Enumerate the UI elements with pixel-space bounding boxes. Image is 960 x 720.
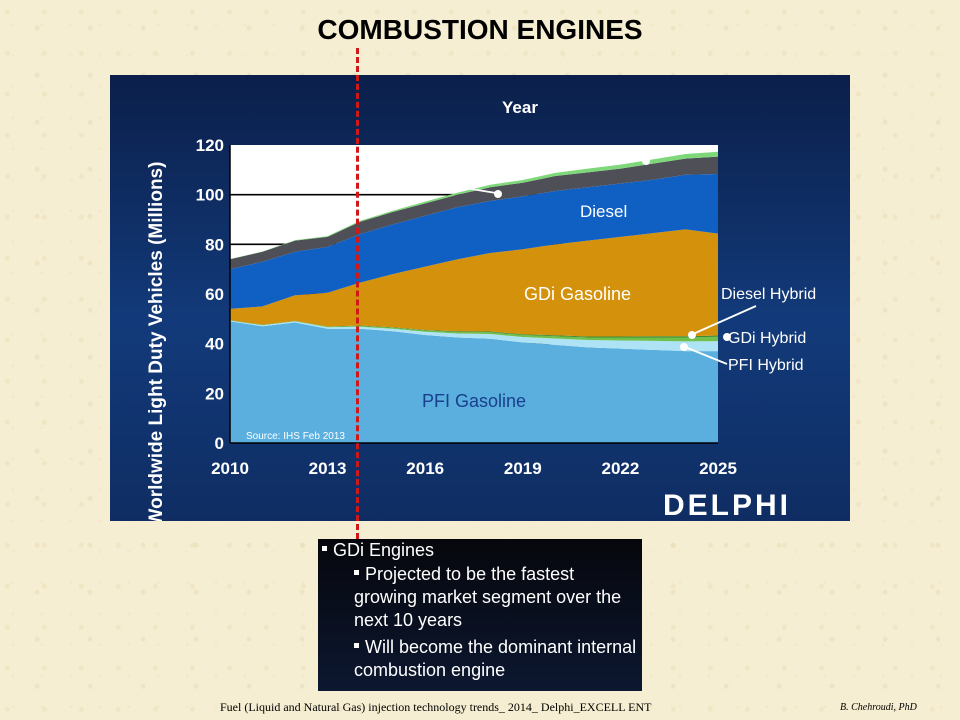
- y-tick-label-0: 0: [215, 434, 224, 453]
- x-tick-label-2025: 2025: [699, 459, 737, 478]
- area-series-gdi-hybrid: [230, 320, 718, 342]
- bullet-box: GDi Engines Projected to be the fastest …: [318, 539, 642, 691]
- callout-diesel-hybrid: Diesel Hybrid: [721, 286, 816, 303]
- chart-panel: Year 0 20 40 60 80 100 120 2010 2013 2016 2019 2022 2…: [110, 75, 850, 521]
- callout-alternative-fuels: Alternative Fuels: [280, 174, 399, 191]
- bullet-main: GDi Engines: [322, 540, 434, 561]
- year-header-label: Year: [502, 98, 538, 117]
- bullet-sub-1-text: Projected to be the fastest growing mark…: [354, 564, 622, 630]
- author-credit: B. Chehroudi, PhD: [840, 702, 917, 713]
- y-tick-label-100: 100: [196, 186, 224, 205]
- bullet-square-icon: [354, 642, 359, 648]
- x-tick-label-2016: 2016: [406, 459, 444, 478]
- red-dashed-marker-line: [356, 48, 359, 548]
- callout-alternative-fuels-dot: [494, 190, 502, 198]
- area-series-alternative-fuels: [230, 156, 718, 270]
- area-series-pfi-gasoline: [230, 321, 718, 443]
- callout-pfi-hybrid: PFI Hybrid: [728, 357, 804, 374]
- y-tick-label-40: 40: [205, 335, 224, 354]
- y-tick-label-120: 120: [196, 136, 224, 155]
- label-diesel: Diesel: [580, 202, 627, 221]
- slide-title: COMBUSTION ENGINES: [317, 14, 643, 45]
- callout-diesel-hybrid-dot: [688, 331, 696, 339]
- x-tick-label-2022: 2022: [601, 459, 639, 478]
- y-axis-label: Worldwide Light Duty Vehicles (Millions): [146, 162, 167, 521]
- bullet-sub-1: Projected to be the fastest growing mark…: [354, 563, 638, 632]
- callout-pfi-hybrid-pointer: [684, 346, 728, 365]
- callout-diesel-hybrid-pointer: [692, 305, 757, 335]
- x-tick-label-2019: 2019: [504, 459, 542, 478]
- x-tick-label-2010: 2010: [211, 459, 249, 478]
- y-tick-label-60: 60: [205, 285, 224, 304]
- area-series-gdi-gasoline: [230, 229, 718, 337]
- delphi-logo: DELPHI: [663, 489, 791, 521]
- callout-gdi-hybrid: GDi Hybrid: [728, 330, 806, 347]
- y-tick-label-20: 20: [205, 384, 224, 403]
- area-series-diesel: [230, 174, 718, 309]
- callout-alternative-fuels-pointer: [421, 180, 497, 194]
- x-tick-label-2013: 2013: [309, 459, 347, 478]
- label-pfi-gasoline: PFI Gasoline: [422, 391, 526, 411]
- footer-caption: Fuel (Liquid and Natural Gas) injection …: [220, 700, 652, 714]
- callout-gdi-hybrid-dot: [723, 333, 731, 341]
- bullet-main-text: GDi Engines: [333, 540, 435, 560]
- callout-fuel-cell-dot: [642, 157, 650, 165]
- stacked-area-chart: Year 0 20 40 60 80 100 120 2010 2013 2016 2019 2022 2…: [146, 98, 816, 521]
- callout-pfi-hybrid-dot: [680, 343, 688, 351]
- label-gdi-gasoline: GDi Gasoline: [524, 284, 631, 304]
- y-tick-label-80: 80: [205, 235, 224, 254]
- bullet-sub-2: Will become the dominant internal combus…: [354, 636, 638, 682]
- callout-fuel-cell-pointer: [587, 158, 646, 161]
- callout-fuel-cell: Fuel Cell & Electric: [423, 151, 558, 168]
- source-note: Source: IHS Feb 2013: [246, 431, 345, 442]
- area-series-pfi-hybrid: [230, 320, 718, 352]
- bullet-square-icon: [322, 545, 327, 551]
- bullet-sub-2-text: Will become the dominant internal combus…: [354, 637, 637, 680]
- bullet-square-icon: [354, 569, 359, 575]
